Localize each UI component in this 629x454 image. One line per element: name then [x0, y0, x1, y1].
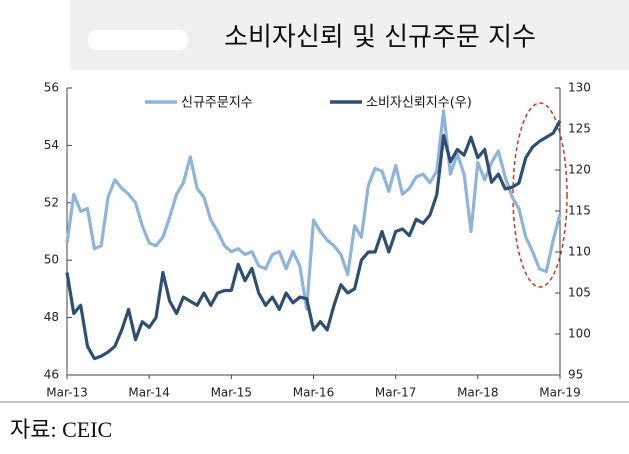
y2-tick-label: 100	[568, 327, 591, 341]
chart-title: 소비자신뢰 및 신규주문 지수	[224, 23, 536, 53]
x-tick-label: Mar-15	[211, 386, 252, 400]
x-tick-label: Mar-14	[128, 386, 169, 400]
y2-tick-label: 130	[568, 81, 591, 95]
redacted-mark	[88, 30, 188, 50]
source: 자료: CEIC	[10, 417, 112, 442]
y-tick-label: 54	[44, 138, 59, 152]
y-tick-label: 56	[44, 81, 59, 95]
y2-tick-label: 110	[568, 245, 591, 259]
y2-tick-label: 120	[568, 163, 591, 177]
y2-tick-label: 105	[568, 286, 591, 300]
legend-label: 신규주문지수	[181, 96, 253, 111]
y2-tick-label: 125	[568, 122, 591, 136]
x-tick-label: Mar-17	[375, 386, 416, 400]
x-tick-label: Mar-19	[539, 386, 580, 400]
x-tick-label: Mar-18	[457, 386, 498, 400]
y-tick-label: 52	[44, 195, 59, 209]
y2-tick-label: 115	[568, 204, 591, 218]
y-tick-label: 46	[44, 368, 59, 382]
y2-tick-label: 95	[568, 368, 583, 382]
x-tick-label: Mar-16	[293, 386, 334, 400]
highlight-ellipse	[512, 102, 568, 288]
y-tick-label: 48	[44, 310, 59, 324]
legend-label: 소비자신뢰지수(우)	[366, 96, 472, 111]
series-line	[65, 109, 562, 311]
y-tick-label: 50	[44, 253, 59, 267]
series-line	[65, 120, 562, 361]
x-tick-label: Mar-13	[46, 386, 87, 400]
